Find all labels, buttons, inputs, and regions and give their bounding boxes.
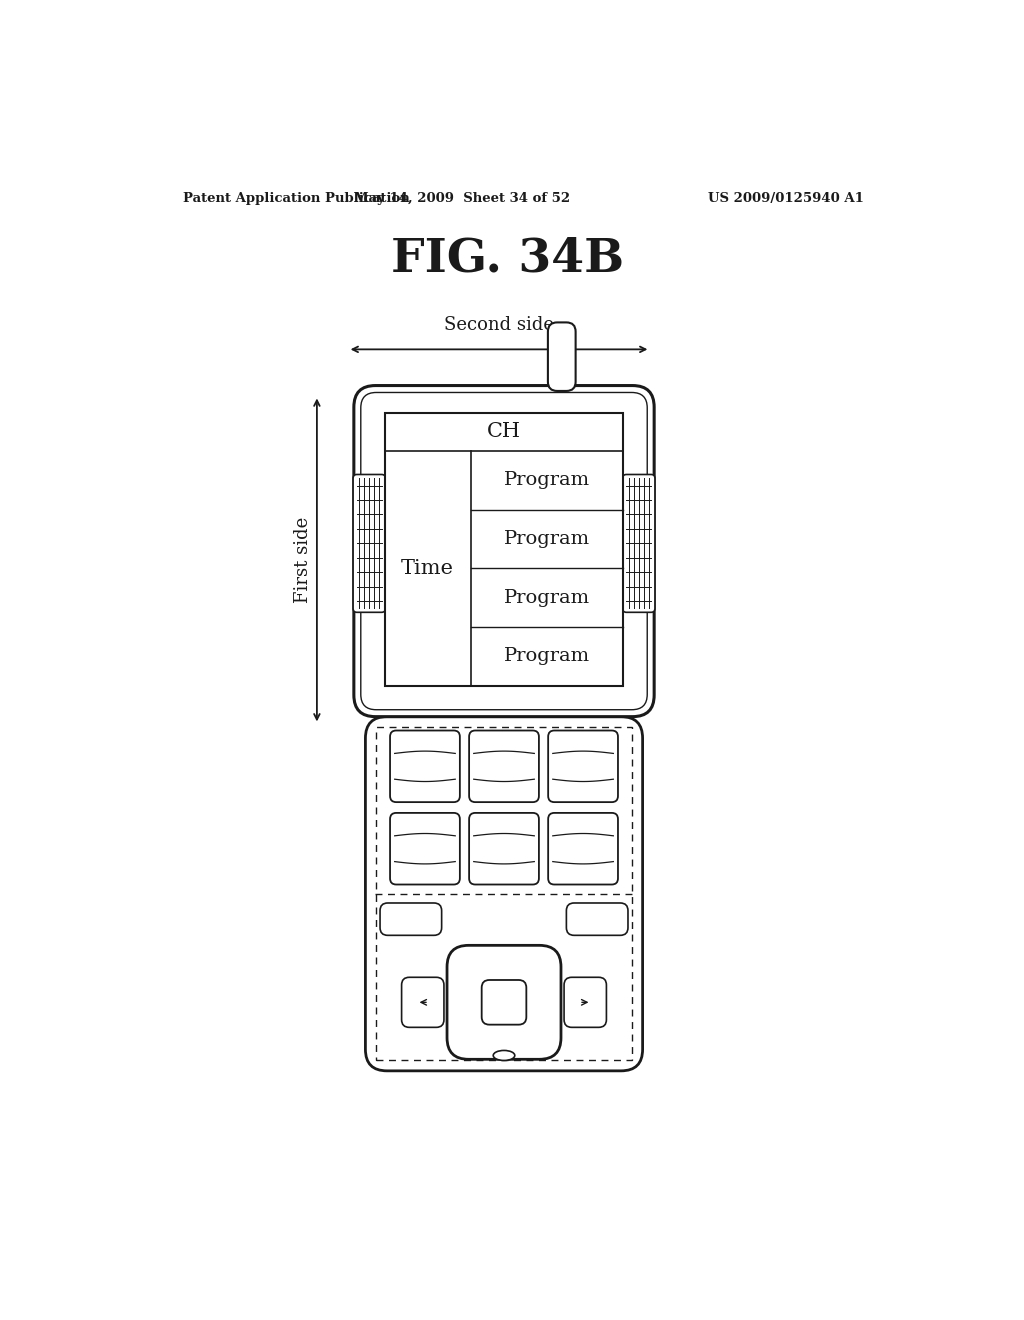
FancyBboxPatch shape [360, 392, 647, 710]
Text: Program: Program [504, 471, 590, 490]
FancyBboxPatch shape [469, 730, 539, 803]
FancyBboxPatch shape [390, 813, 460, 884]
FancyBboxPatch shape [548, 730, 617, 803]
Text: FIG. 34B: FIG. 34B [391, 235, 625, 281]
Text: CH: CH [487, 422, 521, 441]
FancyBboxPatch shape [353, 474, 385, 612]
Text: First side: First side [294, 517, 312, 603]
Text: Time: Time [401, 558, 454, 578]
FancyBboxPatch shape [380, 903, 441, 936]
Text: Patent Application Publication: Patent Application Publication [183, 191, 410, 205]
FancyBboxPatch shape [566, 903, 628, 936]
Text: May 14, 2009  Sheet 34 of 52: May 14, 2009 Sheet 34 of 52 [353, 191, 569, 205]
FancyBboxPatch shape [548, 322, 575, 391]
Text: Program: Program [504, 531, 590, 548]
Text: Program: Program [504, 589, 590, 607]
Text: Second side: Second side [444, 315, 554, 334]
FancyBboxPatch shape [401, 977, 444, 1027]
FancyBboxPatch shape [354, 385, 654, 717]
Ellipse shape [494, 1051, 515, 1060]
FancyBboxPatch shape [623, 474, 655, 612]
FancyBboxPatch shape [564, 977, 606, 1027]
Text: US 2009/0125940 A1: US 2009/0125940 A1 [708, 191, 864, 205]
FancyBboxPatch shape [366, 717, 643, 1071]
FancyBboxPatch shape [447, 945, 561, 1059]
FancyBboxPatch shape [390, 730, 460, 803]
FancyBboxPatch shape [548, 813, 617, 884]
Bar [385, 413, 624, 686]
FancyBboxPatch shape [481, 979, 526, 1024]
Text: Program: Program [504, 648, 590, 665]
FancyBboxPatch shape [469, 813, 539, 884]
Bar [376, 727, 632, 1060]
